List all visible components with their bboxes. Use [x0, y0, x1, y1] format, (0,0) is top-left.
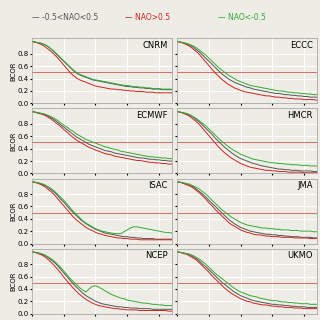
- Text: ECCC: ECCC: [290, 41, 313, 50]
- Text: CNRM: CNRM: [142, 41, 167, 50]
- Text: — NAO>0.5: — NAO>0.5: [125, 13, 170, 22]
- Text: UKMO: UKMO: [287, 251, 313, 260]
- Y-axis label: BCOR: BCOR: [10, 131, 16, 151]
- Y-axis label: BCOR: BCOR: [10, 61, 16, 81]
- Y-axis label: BCOR: BCOR: [10, 271, 16, 291]
- Text: ISAC: ISAC: [148, 181, 167, 190]
- Text: — -0.5<NAO<0.5: — -0.5<NAO<0.5: [32, 13, 98, 22]
- Text: NCEP: NCEP: [145, 251, 167, 260]
- Y-axis label: BCOR: BCOR: [10, 201, 16, 221]
- Text: — NAO<-0.5: — NAO<-0.5: [218, 13, 266, 22]
- Text: JMA: JMA: [297, 181, 313, 190]
- Text: ECMWF: ECMWF: [136, 111, 167, 120]
- Text: HMCR: HMCR: [287, 111, 313, 120]
